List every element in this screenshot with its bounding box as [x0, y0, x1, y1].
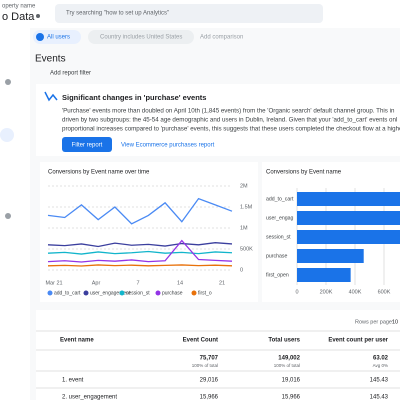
- x-tick-label: 0: [295, 289, 298, 295]
- category-label: first_open: [266, 272, 289, 278]
- comparison-chip[interactable]: [88, 30, 194, 44]
- legend-swatch: [191, 290, 197, 296]
- legend-label: purchase: [162, 290, 183, 296]
- column-header: Total users: [268, 338, 300, 344]
- insight-body: driven by two subgroups: the 45-54 age d…: [62, 117, 397, 124]
- bar: [297, 192, 400, 206]
- bar: [297, 268, 351, 282]
- x-tick-label: 200K: [320, 289, 333, 295]
- chart-title: Conversions by Event name over time: [48, 170, 150, 176]
- nav-icon[interactable]: [5, 213, 11, 219]
- table-cell: 15,966: [200, 395, 219, 400]
- comparison[interactable]: All users: [47, 35, 70, 41]
- x-tick-label: Mar 21: [45, 280, 62, 286]
- page-title: Events: [35, 54, 66, 65]
- bar: [297, 230, 400, 244]
- y-tick-label: 1.5M: [240, 204, 253, 210]
- search-placeholder: Try searching "how to set up Analytics": [66, 11, 169, 17]
- nav-icon[interactable]: [5, 79, 11, 85]
- legend-swatch: [47, 290, 53, 296]
- comparison[interactable]: Country includes United States: [100, 35, 182, 41]
- legend-swatch: [119, 290, 125, 296]
- button-label[interactable]: Filter report: [72, 143, 103, 149]
- add-filter[interactable]: Add report filter: [50, 71, 91, 77]
- comparison-chip[interactable]: [33, 30, 81, 44]
- legend-label: first_o: [198, 290, 212, 296]
- chart-title: Conversions by Event name: [266, 170, 342, 176]
- dropdown-icon: [36, 14, 40, 18]
- legend-label: add_to_cart: [54, 290, 81, 296]
- x-tick-label: 7: [136, 280, 139, 286]
- comparison[interactable]: Add comparison: [200, 35, 243, 41]
- line-card: [40, 162, 258, 302]
- series-line: [47, 264, 233, 267]
- total-note: Avg 0%: [373, 363, 388, 368]
- left-nav: [0, 28, 30, 400]
- table-cell: 2. user_engagement: [62, 395, 117, 400]
- table-cell: 1. event: [62, 378, 84, 384]
- rows-per-page: Rows per page:: [355, 319, 394, 325]
- category-label: session_st: [266, 234, 291, 240]
- chip-icon: [36, 33, 44, 41]
- category-label: add_to_cart: [266, 196, 294, 202]
- total-value: 149,002: [278, 356, 300, 362]
- category-label: user_engag: [266, 215, 294, 221]
- total-note: 100% of total: [192, 363, 218, 368]
- x-tick-label: 400K: [349, 289, 362, 295]
- insight-icon: [44, 91, 58, 102]
- table-cell: 15,966: [282, 395, 301, 400]
- legend-swatch: [155, 290, 161, 296]
- nav-active[interactable]: [0, 128, 14, 142]
- bar: [297, 249, 364, 263]
- rows-per-page-value: 10: [392, 319, 398, 325]
- y-tick-label: 0: [240, 267, 243, 273]
- column-header: Event Count: [183, 338, 218, 344]
- insight-body: proportional increases compared to 'purc…: [62, 126, 400, 133]
- x-tick-label: 600K: [378, 289, 391, 295]
- insight-title: Significant changes in 'purchase' events: [62, 93, 206, 102]
- link[interactable]: View Ecommerce purchases report: [121, 143, 215, 149]
- y-tick-label: 500K: [240, 246, 253, 252]
- total-value: 63.02: [373, 356, 389, 362]
- category-label: purchase: [266, 253, 287, 259]
- property-name: o Data: [2, 11, 35, 23]
- total-value: 75,707: [200, 356, 219, 362]
- table-cell: 145.43: [370, 395, 389, 400]
- series-line: [47, 197, 233, 225]
- x-tick-label: 21: [219, 280, 225, 286]
- x-tick-label: 14: [177, 280, 183, 286]
- legend-swatch: [83, 290, 89, 296]
- legend-label: user_engagement: [90, 290, 131, 296]
- column-header: Event name: [60, 338, 94, 344]
- insight-body: 'Purchase' events more than doubled on A…: [62, 108, 395, 115]
- table-cell: 145.43: [370, 378, 389, 384]
- table-cell: 29,016: [200, 378, 219, 384]
- x-tick-label: Apr: [92, 280, 101, 286]
- bar: [297, 211, 400, 225]
- column-header: Event count per user: [328, 338, 388, 344]
- series-line: [47, 250, 233, 255]
- legend-label: session_st: [126, 290, 150, 296]
- table-card: [36, 310, 400, 400]
- y-tick-label: 2M: [240, 183, 248, 189]
- filter-button[interactable]: [62, 137, 112, 152]
- y-tick-label: 1M: [240, 225, 248, 231]
- series-line: [47, 242, 233, 248]
- total-note: 100% of total: [274, 363, 300, 368]
- table-cell: 19,016: [282, 378, 301, 384]
- series-line: [47, 239, 233, 263]
- search-box[interactable]: [55, 4, 323, 23]
- property-label: operty name: [2, 4, 36, 10]
